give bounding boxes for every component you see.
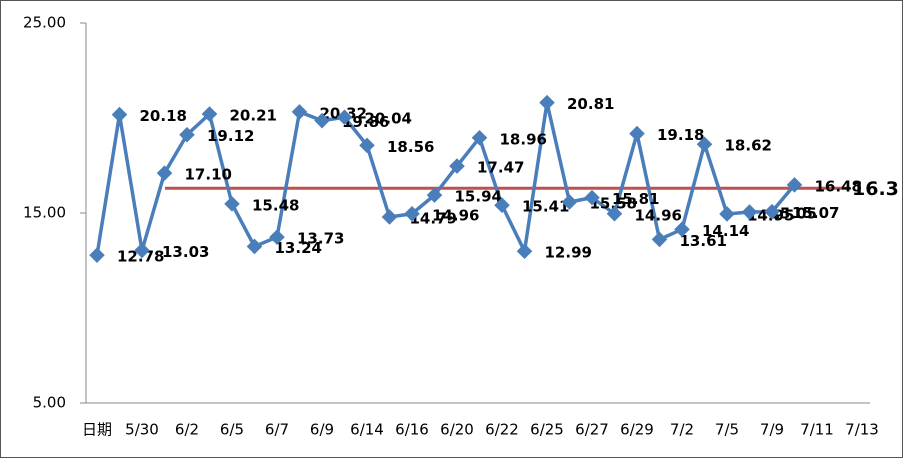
marker bbox=[359, 137, 375, 154]
value-label: 17.10 bbox=[185, 166, 232, 184]
x-tick-label: 6/20 bbox=[440, 421, 474, 439]
marker bbox=[269, 229, 285, 245]
value-label: 20.81 bbox=[567, 95, 614, 113]
value-label: 14.96 bbox=[432, 206, 479, 224]
marker bbox=[449, 158, 465, 174]
marker bbox=[741, 204, 758, 220]
y-tick-label: 15.00 bbox=[23, 204, 66, 222]
marker bbox=[719, 206, 735, 222]
value-label: 13.03 bbox=[162, 243, 209, 261]
value-label: 20.04 bbox=[365, 110, 412, 128]
x-tick-label: 6/25 bbox=[530, 421, 564, 439]
value-label: 13.61 bbox=[680, 232, 727, 250]
x-tick-label: 日期 bbox=[82, 421, 112, 439]
marker bbox=[471, 129, 488, 146]
value-label: 15.07 bbox=[792, 204, 839, 222]
marker bbox=[201, 106, 218, 122]
marker bbox=[179, 126, 195, 143]
value-label: 14.96 bbox=[635, 206, 682, 224]
value-label: 15.05 bbox=[770, 205, 817, 223]
marker bbox=[606, 205, 623, 222]
reference-label: 16.3 bbox=[852, 178, 899, 200]
value-label: 15.58 bbox=[590, 194, 637, 212]
marker bbox=[224, 196, 240, 212]
value-label: 14.79 bbox=[410, 209, 457, 227]
value-label: 15.81 bbox=[612, 190, 659, 208]
value-label: 15.41 bbox=[522, 198, 569, 216]
value-label: 13.73 bbox=[297, 230, 344, 248]
x-tick-label: 6/5 bbox=[220, 421, 244, 439]
marker bbox=[426, 187, 443, 203]
value-label: 14.14 bbox=[702, 222, 749, 240]
value-label: 20.21 bbox=[230, 107, 277, 125]
x-tick-label: 7/5 bbox=[715, 421, 739, 439]
value-label: 17.47 bbox=[477, 159, 524, 177]
x-tick-label: 5/30 bbox=[125, 421, 159, 439]
x-tick-label: 6/16 bbox=[395, 421, 429, 439]
y-tick-label: 5.00 bbox=[33, 394, 66, 412]
marker bbox=[156, 165, 173, 181]
x-tick-label: 7/2 bbox=[670, 421, 694, 439]
marker bbox=[404, 205, 420, 222]
value-label: 18.62 bbox=[725, 137, 772, 155]
x-tick-label: 6/2 bbox=[175, 421, 199, 439]
marker bbox=[629, 125, 645, 142]
value-label: 18.96 bbox=[500, 130, 547, 148]
marker bbox=[651, 231, 668, 248]
x-tick-label: 6/14 bbox=[350, 421, 384, 439]
x-tick-label: 6/29 bbox=[620, 421, 654, 439]
x-tick-label: 6/7 bbox=[265, 421, 289, 439]
value-label: 19.12 bbox=[207, 127, 254, 145]
value-label: 12.99 bbox=[545, 244, 592, 262]
marker bbox=[381, 209, 398, 225]
x-tick-label: 7/11 bbox=[800, 421, 834, 439]
marker bbox=[786, 177, 803, 193]
value-label: 15.94 bbox=[455, 188, 502, 206]
value-label: 18.56 bbox=[387, 138, 434, 156]
marker bbox=[696, 136, 713, 152]
marker bbox=[111, 106, 128, 123]
x-tick-label: 6/27 bbox=[575, 421, 609, 439]
x-tick-label: 6/9 bbox=[310, 421, 334, 439]
marker bbox=[516, 243, 533, 259]
x-tick-label: 6/22 bbox=[485, 421, 519, 439]
x-tick-label: 7/13 bbox=[845, 421, 879, 439]
y-tick-label: 25.00 bbox=[23, 14, 66, 32]
marker bbox=[134, 242, 150, 259]
value-label: 15.48 bbox=[252, 196, 299, 214]
value-label: 20.18 bbox=[140, 107, 187, 125]
x-tick-label: 7/9 bbox=[760, 421, 784, 439]
marker bbox=[494, 197, 510, 213]
marker bbox=[674, 221, 690, 238]
value-label: 19.18 bbox=[657, 126, 704, 144]
marker bbox=[561, 194, 578, 210]
marker bbox=[584, 189, 600, 206]
marker bbox=[764, 203, 780, 220]
value-label: 13.24 bbox=[275, 239, 322, 257]
marker bbox=[246, 238, 263, 255]
value-label: 19.86 bbox=[342, 113, 389, 131]
value-label: 16.48 bbox=[815, 177, 862, 195]
